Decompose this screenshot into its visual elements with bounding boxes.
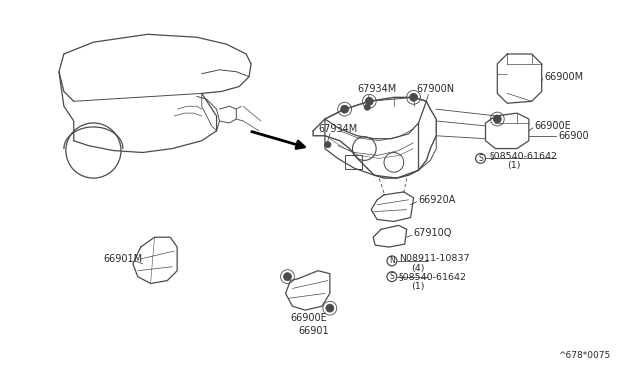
Text: 67910Q: 67910Q [413,228,452,238]
Text: (1): (1) [507,161,521,170]
Text: 66920A: 66920A [419,195,456,205]
Text: 66900M: 66900M [545,72,584,82]
Text: 67934M: 67934M [318,124,357,134]
Text: S: S [390,272,394,281]
Text: §08540-61642: §08540-61642 [399,272,467,281]
Text: S: S [478,154,483,163]
Circle shape [326,304,334,312]
Text: 67934M: 67934M [357,84,397,94]
Circle shape [410,93,417,101]
Circle shape [364,104,370,110]
Text: N08911-10837: N08911-10837 [399,254,469,263]
Circle shape [387,256,397,266]
Circle shape [325,142,331,148]
Circle shape [284,273,291,280]
Bar [344,155,362,169]
Text: 66901M: 66901M [103,254,143,264]
Text: 66901: 66901 [298,326,329,336]
Text: (1): (1) [411,282,424,291]
Text: N: N [389,256,395,265]
Circle shape [476,154,486,163]
Text: 66900E: 66900E [535,121,572,131]
Circle shape [493,115,501,123]
Text: 67900N: 67900N [417,84,454,94]
Text: (4): (4) [411,264,424,273]
Text: ^678*0075: ^678*0075 [558,351,611,360]
Text: 66900E: 66900E [291,313,327,323]
Text: 66900: 66900 [558,131,589,141]
Circle shape [340,105,349,113]
Text: §08540-61642: §08540-61642 [490,151,557,160]
Circle shape [365,97,373,105]
Circle shape [387,272,397,282]
